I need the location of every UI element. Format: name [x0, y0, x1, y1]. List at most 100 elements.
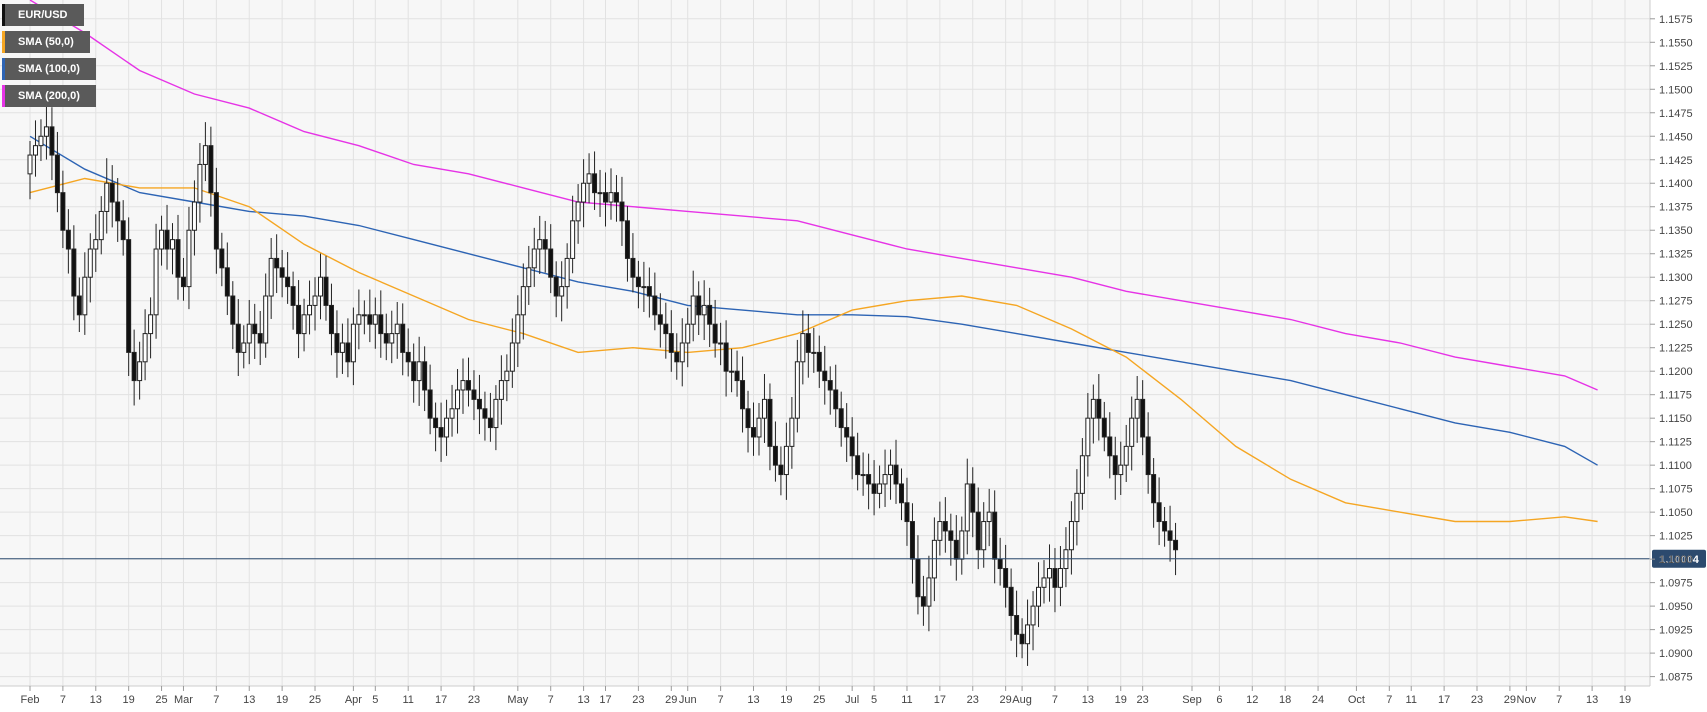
candle-bearish [548, 248, 554, 278]
candle-bearish [816, 351, 822, 372]
legend-item-eurusd[interactable]: EUR/USD [2, 4, 84, 26]
candle-bullish [307, 304, 313, 316]
x-tick-label: 18 [1279, 694, 1291, 706]
y-tick-label: 1.0975 [1659, 578, 1693, 590]
y-tick-label: 1.1275 [1659, 296, 1693, 308]
candle-bearish [208, 145, 214, 194]
candle-bearish [290, 286, 296, 306]
candle-bullish [509, 342, 515, 372]
y-tick-label: 1.1200 [1659, 366, 1693, 378]
candle-bullish [186, 229, 192, 288]
candle-bearish [849, 436, 855, 457]
x-tick-label: 17 [435, 694, 447, 706]
candle-bearish [838, 408, 844, 429]
candle-bearish [400, 323, 406, 353]
candle-bullish [515, 314, 521, 344]
x-tick-label: 13 [1586, 694, 1598, 706]
candle-bullish [964, 483, 970, 532]
candle-bullish [1118, 464, 1124, 476]
x-tick-label: Jun [679, 694, 697, 706]
x-tick-label: 23 [1137, 694, 1149, 706]
candle-bearish [635, 276, 641, 288]
x-axis: Feb 7 13 19 25 Mar 7 13 19 25 Apr 5 11 17 23 May 7 13 17 23… [0, 685, 1650, 706]
legend-swatch [2, 58, 5, 80]
legend-item-sma100[interactable]: SMA (100,0) [2, 58, 96, 80]
candle-bearish [970, 483, 976, 513]
candle-bearish [997, 558, 1003, 570]
candle-bullish [87, 248, 93, 278]
x-tick-label: 29 [1504, 694, 1516, 706]
candle-bullish [504, 370, 510, 382]
candle-bullish [1025, 624, 1031, 645]
candle-bullish [597, 192, 603, 195]
candle-bearish [778, 464, 784, 476]
candle-bullish [1134, 398, 1140, 419]
candle-bullish [926, 577, 932, 607]
candle-bullish [361, 314, 367, 317]
candle-bullish [27, 154, 33, 175]
x-tick-label: 23 [1471, 694, 1483, 706]
sma-50-path [29, 177, 1598, 523]
x-tick-label: 24 [1312, 694, 1324, 706]
y-tick-label: 1.1150 [1659, 413, 1692, 425]
candle-bearish [1003, 568, 1009, 588]
x-tick-label: Oct [1348, 694, 1365, 706]
candle-bearish [235, 323, 241, 353]
candle-bullish [455, 389, 461, 410]
candle-bullish [981, 521, 987, 551]
candle-bearish [49, 126, 55, 156]
candles [27, 102, 1179, 666]
x-tick-label: May [507, 694, 528, 706]
last-price-badge [1652, 549, 1706, 568]
candle-bearish [674, 351, 680, 363]
candle-bearish [367, 314, 373, 325]
y-tick-label: 1.1400 [1659, 178, 1693, 190]
candle-bullish [685, 323, 691, 344]
x-tick-label: 7 [1386, 694, 1392, 706]
x-tick-label: Sep [1182, 694, 1202, 706]
candle-bullish [1068, 521, 1074, 551]
candle-bullish [581, 182, 587, 203]
legend: EUR/USD SMA (50,0) SMA (100,0) SMA (200,… [2, 4, 96, 112]
y-tick-label: 1.1525 [1659, 61, 1693, 73]
candle-bullish [882, 474, 888, 485]
candle-bullish [444, 417, 450, 438]
candle-bullish [137, 361, 143, 382]
candle-bullish [394, 323, 400, 335]
y-tick-label: 1.1550 [1659, 37, 1693, 49]
candle-bearish [328, 304, 334, 335]
x-tick-label: 7 [60, 694, 66, 706]
candle-bearish [948, 530, 954, 541]
x-tick-label: 29 [1000, 694, 1012, 706]
y-tick-label: 1.1350 [1659, 225, 1693, 237]
candle-bearish [657, 314, 663, 325]
x-tick-label: 13 [90, 694, 102, 706]
candle-bearish [230, 295, 236, 325]
candle-bearish [224, 267, 230, 297]
legend-item-sma200[interactable]: SMA (200,0) [2, 85, 96, 107]
candle-bearish [992, 511, 998, 560]
y-tick-label: 1.0925 [1659, 625, 1693, 637]
y-tick-label: 1.1575 [1659, 14, 1693, 26]
candle-bearish [433, 417, 439, 429]
y-tick-label: 1.1250 [1659, 319, 1693, 331]
y-tick-label: 1.0875 [1659, 672, 1693, 684]
legend-item-sma50[interactable]: SMA (50,0) [2, 31, 90, 53]
y-tick-label: 1.1050 [1659, 507, 1693, 519]
candle-bearish [613, 192, 619, 203]
candle-bearish [953, 539, 959, 560]
candle-bearish [975, 511, 981, 551]
x-tick-label: 5 [372, 694, 378, 706]
plot-background [0, 0, 1650, 686]
candle-bullish [1074, 492, 1080, 523]
candle-bearish [827, 380, 833, 391]
candle-bearish [1019, 633, 1025, 645]
candle-bullish [794, 361, 800, 419]
candle-bullish [43, 126, 49, 137]
x-tick-label: 7 [1052, 694, 1058, 706]
candle-bullish [877, 483, 883, 494]
candle-bullish [520, 286, 526, 316]
candle-bearish [734, 370, 740, 382]
x-tick-label: 7 [1556, 694, 1562, 706]
